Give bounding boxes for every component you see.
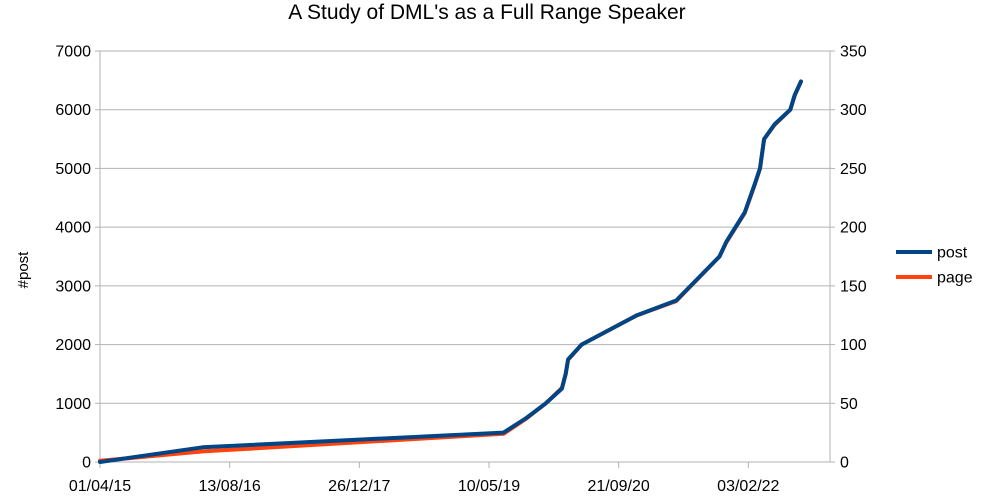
y2-tick-label: 0 — [840, 455, 849, 472]
y-tick-label: 0 — [82, 455, 91, 472]
y-tick-label: 7000 — [55, 44, 91, 61]
x-tick-label: 26/12/17 — [328, 478, 390, 495]
x-tick-label: 03/02/22 — [717, 478, 779, 495]
y-tick-label: 4000 — [55, 220, 91, 237]
axis-tick-marks — [95, 50, 835, 468]
y2-tick-label: 150 — [840, 278, 867, 295]
y2-tick-label: 100 — [840, 337, 867, 354]
y-tick-label: 5000 — [55, 161, 91, 178]
y-axis-labels: 0 1000 2000 3000 4000 5000 6000 7000 — [55, 44, 91, 472]
legend-label-post: post — [937, 245, 968, 262]
x-tick-label: 13/08/16 — [199, 478, 261, 495]
y2-tick-label: 50 — [840, 396, 858, 413]
gridlines — [100, 109, 830, 404]
series-line-post — [98, 79, 803, 464]
series-line-page — [98, 79, 803, 463]
plot-area-border — [99, 50, 831, 463]
y-tick-label: 2000 — [55, 337, 91, 354]
y-tick-label: 3000 — [55, 278, 91, 295]
legend: post page — [896, 245, 973, 287]
x-tick-label: 21/09/20 — [588, 478, 650, 495]
y2-tick-label: 200 — [840, 220, 867, 237]
y2-axis-labels: 0 50 100 150 200 250 300 350 — [840, 44, 867, 472]
legend-label-page: page — [937, 270, 973, 287]
x-tick-label: 01/04/15 — [69, 478, 131, 495]
y-tick-label: 6000 — [55, 102, 91, 119]
series-lines — [98, 79, 803, 464]
y2-tick-label: 300 — [840, 102, 867, 119]
chart-title: A Study of DML's as a Full Range Speaker — [288, 1, 685, 24]
y-axis-title: #post — [15, 251, 32, 289]
y2-tick-label: 350 — [840, 44, 867, 61]
y-tick-label: 1000 — [55, 396, 91, 413]
x-axis-labels: 01/04/15 13/08/16 26/12/17 10/05/19 21/09/20… — [69, 478, 780, 495]
y2-tick-label: 250 — [840, 161, 867, 178]
x-tick-label: 10/05/19 — [458, 478, 520, 495]
